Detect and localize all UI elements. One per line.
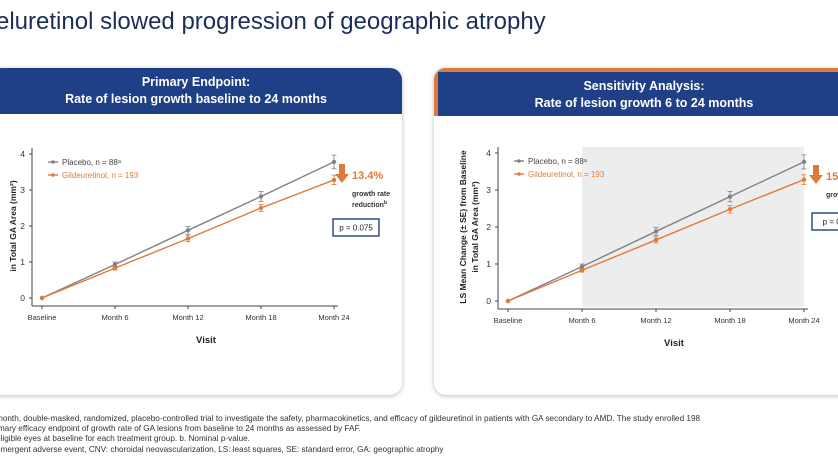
x-tick-label: Month 18: [714, 316, 745, 325]
sensitivity-analysis-chart: 0 1 2 3 4 Baseline Month 6 Month 12 Month 18 Mont…: [458, 147, 838, 349]
x-tick-label: Month 12: [172, 313, 203, 322]
x-axis-label: Visit: [196, 335, 217, 346]
primary-endpoint-panel: Primary Endpoint: Rate of lesion growth …: [0, 68, 402, 395]
data-point: [39, 295, 45, 301]
data-point: [653, 237, 659, 243]
legend-series-name: Placebo: [62, 158, 91, 167]
legend-series-name: Gildeuretinol: [62, 171, 107, 180]
legend-series-n: , n = 88ᵃ: [557, 157, 588, 166]
p-value-box: [332, 218, 380, 237]
x-tick-label: Baseline: [494, 316, 523, 325]
p-value-text: p = 0.075: [339, 224, 373, 233]
p-value-box: [811, 212, 838, 231]
data-point: [727, 207, 733, 212]
x-tick-label: Month 24: [318, 313, 349, 322]
reduction-percent: 15.3: [826, 171, 838, 183]
footnote-line: eligible eyes at baseline for each treat…: [0, 434, 250, 444]
data-point: [258, 194, 264, 199]
data-point: [331, 177, 337, 183]
reduction-footnote-mark: b: [384, 200, 387, 206]
y-tick-label: 3: [20, 185, 25, 195]
footnote-line: emergent adverse event, CNV: choroidal n…: [0, 444, 444, 454]
y-axis-label: in Total GA Area (mm²): [8, 180, 18, 271]
panel-title-line-2: Rate of lesion growth 6 to 24 months: [534, 96, 754, 110]
y-tick-label: 2: [20, 221, 25, 231]
y-tick-label: 4: [486, 148, 491, 158]
x-tick-label: Baseline: [28, 313, 57, 322]
legend-label: Gildeuretinol, n = 193: [528, 170, 605, 179]
y-tick-label: 1: [20, 257, 25, 267]
legend-series-n: , n = 193: [573, 170, 605, 179]
data-point: [112, 265, 118, 271]
y-tick-label: 0: [486, 296, 491, 306]
data-point: [185, 228, 191, 233]
data-point: [579, 264, 585, 269]
y-tick-label: 0: [20, 293, 25, 303]
data-point: [505, 298, 511, 304]
x-tick-label: Month 6: [101, 313, 128, 322]
reduction-percent: 13.4%: [352, 170, 383, 182]
data-point: [801, 177, 807, 182]
data-point: [185, 236, 191, 241]
data-point: [653, 229, 659, 234]
footnote-line: month, double-masked, randomized, placeb…: [0, 414, 701, 423]
legend-label: Placebo, n = 88ᵃ: [528, 157, 588, 166]
reduction-label: reductionb: [352, 200, 387, 209]
legend-series-n: , n = 88ᵃ: [91, 158, 122, 167]
panel-title-line-1: Sensitivity Analysis:: [583, 79, 705, 93]
y-axis-label: in Total GA Area (mm²): [470, 181, 480, 272]
footnote-line: imary efficacy endpoint of growth rate o…: [0, 424, 361, 434]
legend-series-n: , n = 193: [107, 171, 139, 180]
y-tick-label: 1: [486, 259, 491, 269]
legend-marker: [517, 172, 521, 176]
p-value-text: p = 0.0: [823, 218, 838, 227]
sensitivity-analysis-header: Sensitivity Analysis: Rate of lesion gro…: [434, 68, 838, 116]
data-point: [112, 262, 118, 267]
x-tick-label: Month 12: [640, 316, 671, 325]
legend-series-name: Gildeuretinol: [528, 170, 573, 179]
data-point: [331, 159, 337, 165]
legend-label: Gildeuretinol, n = 193: [62, 171, 139, 180]
legend-marker: [517, 159, 521, 163]
legend-marker: [51, 160, 55, 164]
sensitivity-analysis-panel: Sensitivity Analysis: Rate of lesion gro…: [434, 68, 838, 395]
data-point: [801, 159, 807, 165]
legend-series-name: Placebo: [528, 157, 557, 166]
footnotes: month, double-masked, randomized, placeb…: [0, 414, 700, 455]
shaded-region: [582, 147, 804, 307]
data-point: [258, 205, 264, 211]
x-tick-label: Month 24: [788, 316, 819, 325]
panel-title-line-2: Rate of lesion growth baseline to 24 mon…: [65, 92, 327, 106]
x-tick-label: Month 18: [245, 313, 276, 322]
page-title: eluretinol slowed progression of geograp…: [0, 8, 546, 35]
primary-endpoint-chart: 0 1 2 3 4 Baseline Month 6 Month 12 Month 18 Mont…: [8, 148, 390, 346]
y-tick-label: 3: [486, 185, 491, 195]
y-axis-label: LS Mean Change (± SE) from Baseline: [458, 150, 468, 304]
primary-endpoint-header: Primary Endpoint: Rate of lesion growth …: [0, 68, 402, 114]
y-tick-label: 4: [20, 149, 25, 159]
data-point: [579, 268, 585, 273]
down-arrow-icon: [335, 164, 349, 183]
x-tick-label: Month 6: [568, 316, 595, 325]
down-arrow-icon: [809, 165, 823, 184]
reduction-label: growth: [826, 192, 838, 199]
legend-marker: [51, 173, 55, 177]
reduction-label: growth rate: [352, 191, 390, 198]
panel-title-line-1: Primary Endpoint:: [141, 75, 251, 89]
y-tick-label: 2: [486, 222, 491, 232]
x-axis-label: Visit: [664, 338, 685, 349]
legend-label: Placebo, n = 88ᵃ: [62, 158, 122, 167]
data-point: [727, 194, 733, 199]
